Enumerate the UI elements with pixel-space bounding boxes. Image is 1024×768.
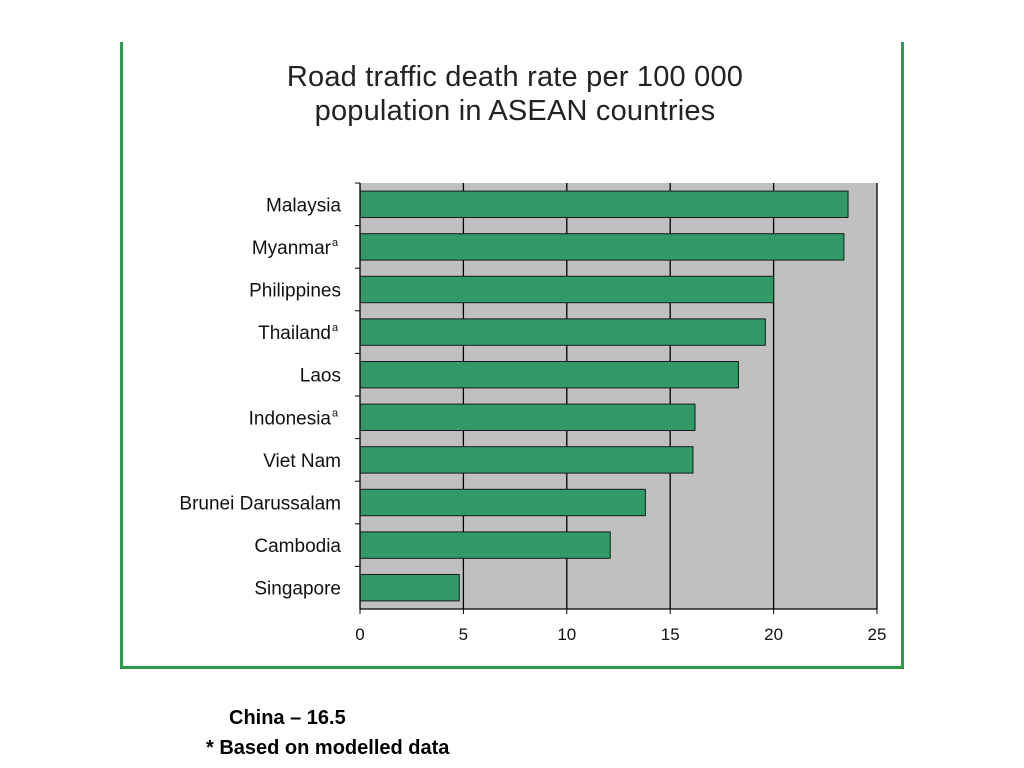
- bar-5: [359, 403, 696, 432]
- category-label-0: Malaysia: [266, 195, 341, 216]
- bar-2: [359, 275, 775, 304]
- x-tick-label-5: 25: [868, 625, 887, 644]
- category-superscript-3: a: [332, 322, 339, 334]
- x-tick-label-2: 10: [557, 625, 576, 644]
- modelled-data-note: * Based on modelled data: [206, 737, 450, 759]
- bar-3: [359, 318, 766, 346]
- category-label-7: Brunei Darussalam: [179, 494, 341, 515]
- x-tick-label-0: 0: [355, 625, 364, 644]
- bar-9: [359, 573, 460, 602]
- bar-4: [359, 360, 739, 389]
- chart-title-line-2: population in ASEAN countries: [314, 95, 716, 127]
- x-tick-label-3: 15: [661, 625, 680, 644]
- chart-title: Road traffic death rate per 100 000 popu…: [120, 60, 910, 128]
- category-label-3: Thailand: [258, 323, 331, 344]
- x-tick-label-4: 20: [764, 625, 783, 644]
- category-superscript-5: a: [332, 407, 339, 419]
- china-note: China – 16.5: [229, 707, 346, 729]
- bar-6: [359, 446, 694, 474]
- category-superscript-1: a: [332, 237, 339, 249]
- category-label-9: Singapore: [254, 579, 341, 600]
- category-label-1: Myanmar: [252, 238, 332, 259]
- category-label-2: Philippines: [249, 281, 341, 302]
- category-label-5: Indonesia: [249, 408, 332, 429]
- bar-0: [359, 190, 849, 219]
- x-tick-label-1: 5: [459, 625, 468, 644]
- category-label-4: Laos: [300, 366, 341, 387]
- bar-7: [359, 488, 646, 517]
- bar-8: [359, 531, 611, 559]
- bar-1: [359, 233, 845, 261]
- category-label-6: Viet Nam: [263, 451, 341, 472]
- chart-title-line-1: Road traffic death rate per 100 000: [286, 61, 744, 93]
- category-label-8: Cambodia: [254, 536, 341, 557]
